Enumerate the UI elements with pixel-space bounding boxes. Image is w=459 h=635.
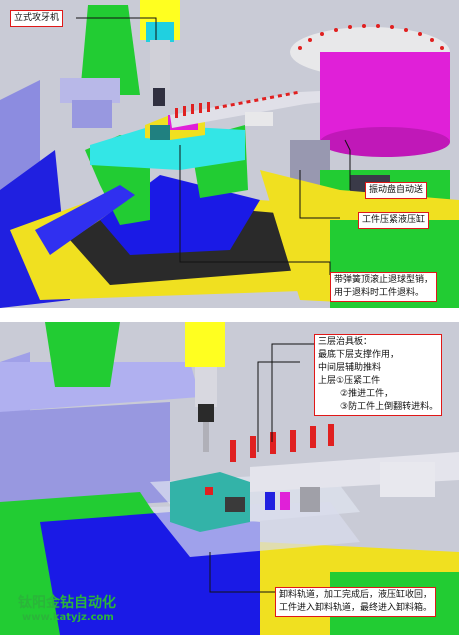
- cyan-push-block: [170, 472, 250, 532]
- fixture-note-line-1: 三层治具板：: [318, 337, 373, 347]
- track-note-line-2: 工件进入卸料轨道，最终进入卸料箱。: [279, 603, 433, 613]
- drill-callout: 立式攻牙机: [10, 10, 64, 27]
- drill-column: [80, 5, 140, 95]
- bowl-rim-parts: [298, 24, 444, 50]
- top-leader-lines: [76, 17, 351, 275]
- bottom-leader-lines: [209, 343, 314, 593]
- cyan-fixture: [90, 125, 245, 170]
- pin-label-line-1: 带弹簧顶滚止退球型销，: [334, 275, 434, 285]
- fixture-note-line-4: 上层①压紧工件: [318, 376, 381, 386]
- cylinder-label: 工件压紧液压缸: [362, 215, 426, 225]
- vibrator-callout: 振动盘自动送: [365, 182, 428, 199]
- fixture-note-line-6: ③防工件上倒翻转进料。: [340, 402, 439, 412]
- watermark-site: www.katyjz.com: [22, 612, 114, 623]
- bottom-panel-illustration: 三层治具板： 最底下层支撑作用， 中间层辅助推料 上层①压紧工件 ②推进工件， …: [0, 322, 459, 635]
- pin-label-line-2: 用于退料时工件退料。: [334, 288, 425, 298]
- track-note-line-1: 卸料轨道，加工完成后，液压缸收回，: [279, 590, 433, 600]
- fixture-callout: 三层治具板： 最底下层支撑作用， 中间层辅助推料 上层①压紧工件 ②推进工件， …: [314, 334, 443, 416]
- track-rail: [170, 90, 345, 128]
- fixture-note-line-2: 最底下层支撑作用，: [318, 350, 400, 360]
- top-machine-render: [0, 0, 459, 308]
- pin-callout: 带弹簧顶滚止退球型销， 用于退料时工件退料。: [330, 272, 438, 302]
- track-callout: 卸料轨道，加工完成后，液压缸收回， 工件进入卸料轨道，最终进入卸料箱。: [275, 587, 437, 617]
- track-red-fingers: [175, 102, 210, 118]
- drill-label: 立式攻牙机: [14, 13, 60, 23]
- bottom-drill-column: [45, 322, 120, 387]
- bottom-track-red-fingers: [230, 424, 334, 462]
- vibrator-label: 振动盘自动送: [369, 185, 424, 195]
- watermark-company: 钛阳金钻自动化: [18, 595, 116, 611]
- fixture-note-line-3: 中间层辅助推料: [318, 363, 382, 373]
- cylinder-callout: 工件压紧液压缸: [358, 212, 430, 229]
- top-panel-illustration: 立式攻牙机 振动盘自动送 工件压紧液压缸 带弹簧顶滚止退球型销， 用于退料时工件…: [0, 0, 459, 308]
- bottom-drill-head: [185, 322, 225, 367]
- fixture-note-line-5: ②推进工件，: [340, 389, 394, 399]
- hydraulic-cylinder: [380, 462, 435, 497]
